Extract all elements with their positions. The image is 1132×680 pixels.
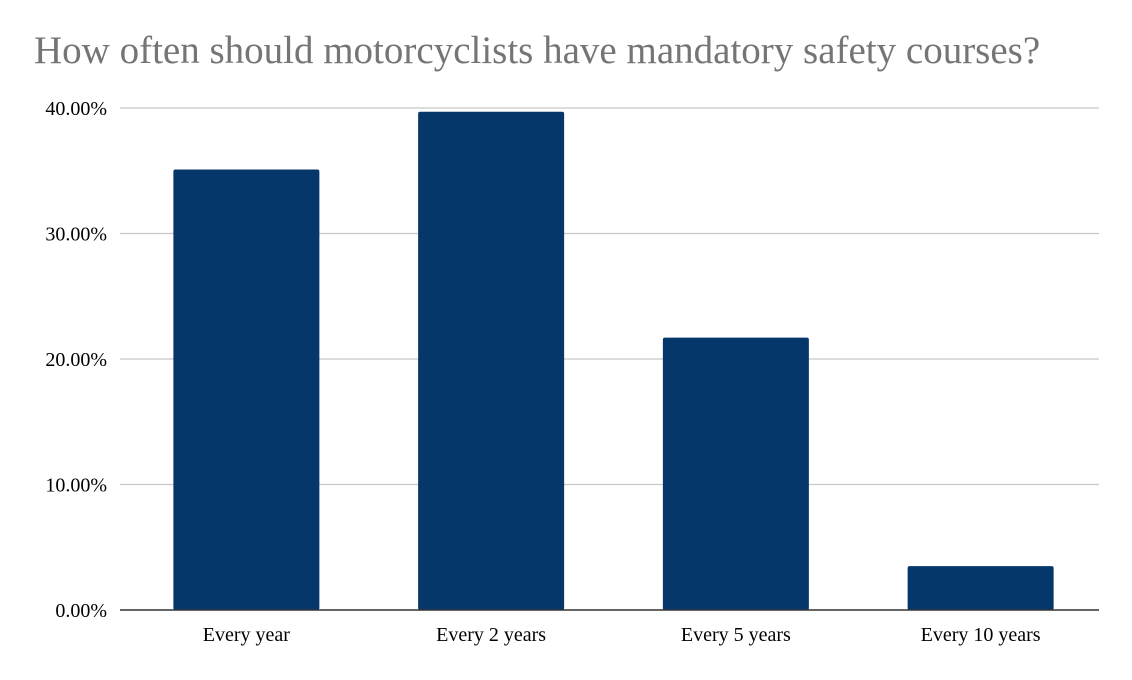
x-tick-label: Every 10 years: [921, 624, 1041, 646]
bar: [907, 566, 1054, 610]
bar: [418, 111, 565, 610]
y-tick-label: 30.00%: [45, 224, 107, 246]
x-tick-label: Every 2 years: [436, 624, 546, 646]
chart-title: How often should motorcyclists have mand…: [34, 29, 1041, 72]
x-tick-label: Every 5 years: [681, 624, 791, 646]
y-tick-labels: 0.00% 10.00% 20.00% 30.00% 40.00%: [45, 98, 107, 622]
bars: [173, 111, 1054, 610]
y-tick-label: 20.00%: [45, 349, 107, 371]
y-tick-label: 0.00%: [55, 600, 107, 622]
bar: [662, 337, 809, 610]
x-tick-labels: Every year Every 2 years Every 5 years Ever…: [203, 624, 1041, 646]
y-tick-label: 40.00%: [45, 98, 107, 120]
y-tick-label: 10.00%: [45, 475, 107, 497]
bar: [173, 169, 320, 610]
x-tick-label: Every year: [203, 624, 291, 646]
